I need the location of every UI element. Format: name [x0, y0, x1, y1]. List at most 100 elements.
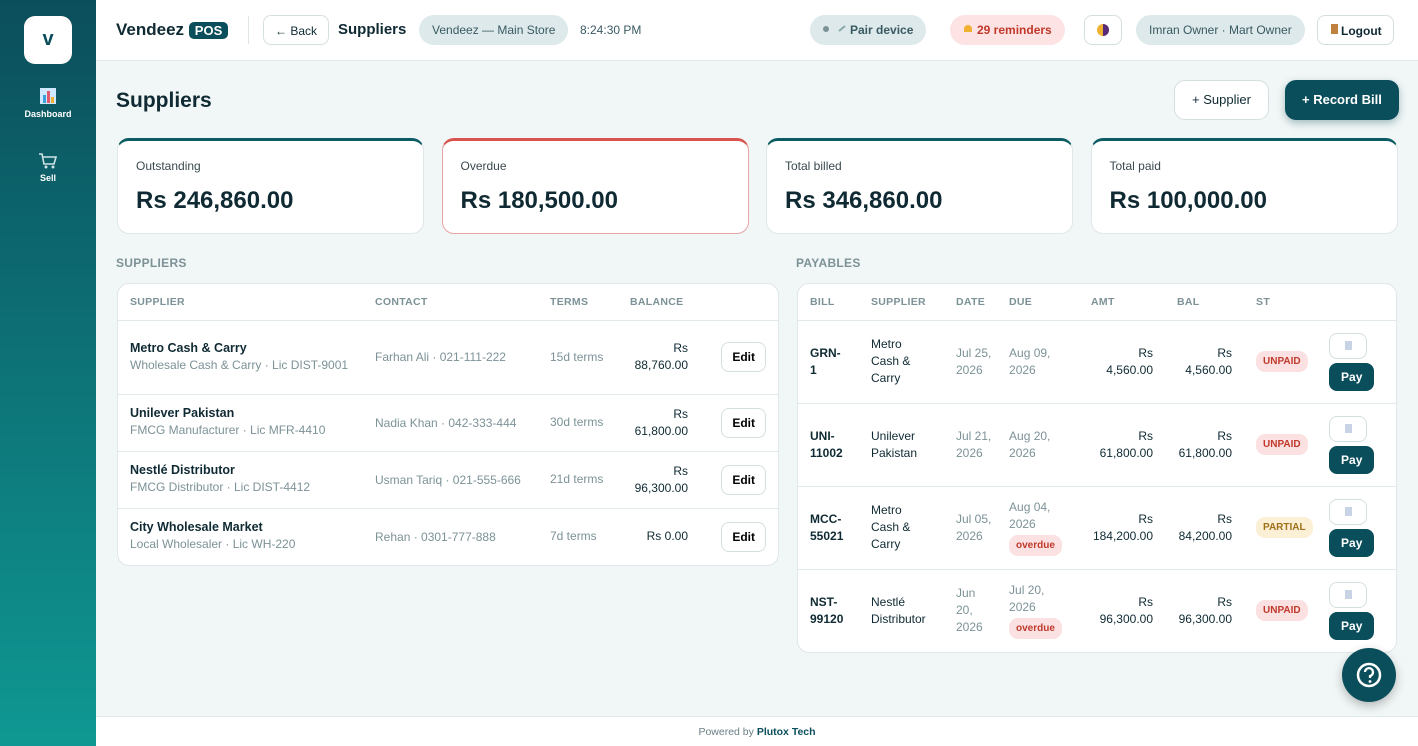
stat-label: Overdue [460, 159, 507, 173]
footer: Powered by Plutox Tech [96, 716, 1418, 746]
logout-label: Logout [1341, 24, 1382, 38]
pay-button[interactable]: Pay [1329, 362, 1375, 391]
contact: Usman Tariq · 021-555-666 [363, 451, 538, 509]
nav-sell[interactable]: Sell [0, 152, 96, 183]
column-header: AMT [1079, 284, 1166, 321]
cell: Edit [700, 394, 778, 452]
balance: Rs 61,800.00 [618, 394, 700, 452]
due: Jul 20, 2026 [1009, 583, 1045, 615]
balance: Rs 88,760.00 [618, 320, 700, 395]
add-supplier-button[interactable]: + Supplier [1174, 80, 1269, 120]
supplier-detail: FMCG Manufacturer · Lic MFR-4410 [130, 423, 326, 437]
edit-button[interactable]: Edit [721, 521, 766, 552]
terms: 15d terms [538, 320, 618, 395]
reminders[interactable]: 29 reminders [950, 15, 1065, 45]
date: Jun 20, 2026 [956, 586, 983, 635]
date: Jul 25, 2026 [944, 320, 998, 404]
supplier-row: Unilever Pakistan FMCG Manufacturer · Lic… [118, 394, 778, 452]
supplier-name: Metro Cash & Carry [130, 340, 247, 355]
stat-card: Total billed Rs 346,860.00 [766, 138, 1073, 234]
cell: Edit [700, 508, 778, 565]
section-heading: PAYABLES [796, 256, 861, 270]
cell: City Wholesale Market Local Wholesaler · … [118, 508, 363, 565]
due: Aug 09, 2026 [1009, 345, 1051, 377]
table: BILL SUPPLIER DATE DUE AMT BAL ST GRN-1 Metro Ca… [798, 284, 1396, 652]
overdue-tag: overdue [1009, 618, 1062, 640]
stat-label: Total paid [1109, 159, 1161, 173]
header-row: SUPPLIER CONTACT TERMS BALANCE [118, 284, 778, 321]
cell: Nestlé Distributor FMCG Distributor · Lic… [118, 451, 363, 509]
stat-card: Total paid Rs 100,000.00 [1090, 138, 1398, 234]
edit-button[interactable]: Edit [721, 464, 766, 495]
back-button[interactable]: ← Back [263, 15, 330, 45]
view-bill-button[interactable] [1329, 498, 1368, 525]
brand-badge: POS [188, 22, 229, 39]
icon [823, 25, 846, 32]
help-button[interactable] [1342, 648, 1396, 702]
edit-button[interactable]: Edit [721, 407, 766, 438]
due-cell: Jul 20, 2026 overdue [997, 569, 1079, 652]
date: Jul 21, 2026 [944, 403, 998, 487]
nav-dashboard[interactable]: Dashboard [0, 86, 96, 119]
payable-row: NST-99120 Nestlé Distributor Jun 20, 2026 J… [798, 569, 1396, 652]
terms: 7d terms [550, 529, 597, 544]
reminders-label: 29 reminders [977, 23, 1052, 37]
icon [1097, 24, 1109, 36]
supplier-detail: Wholesale Cash & Carry · Lic DIST-9001 [130, 357, 349, 372]
bill: UNI-11002 [798, 403, 859, 487]
status: UNPAID [1256, 600, 1308, 622]
actions: Pay [1329, 486, 1396, 570]
balance: Rs 4,560.00 [1165, 320, 1245, 404]
supplier: Unilever Pakistan [859, 403, 944, 487]
pay-button[interactable]: Pay [1329, 611, 1375, 640]
suppliers-table: SUPPLIER CONTACT TERMS BALANCE Metro Cash & … [117, 283, 779, 566]
sidebar: v Dashboard Sell [0, 0, 96, 746]
amount: Rs 184,200.00 [1079, 486, 1166, 570]
status-cell: UNPAID [1244, 403, 1330, 487]
edit-button[interactable]: Edit [721, 342, 766, 372]
pair-device[interactable]: Pair device [810, 15, 927, 45]
column-header: BILL [798, 284, 859, 321]
view-bill-button[interactable] [1329, 332, 1368, 359]
column-header: DUE [997, 284, 1080, 321]
icon [1356, 662, 1382, 688]
view-bill-button[interactable] [1329, 581, 1368, 608]
icon [1345, 340, 1353, 350]
date: Jul 05, 2026 [944, 486, 998, 570]
due: Aug 20, 2026 [1009, 428, 1051, 460]
bill: GRN-1 [798, 320, 859, 404]
view-bill-button[interactable] [1329, 415, 1368, 442]
nav-label: Sell [39, 173, 56, 183]
contact: Rehan · 0301-777-888 [375, 529, 496, 544]
brand-name: Vendeez [116, 20, 185, 39]
stat-card: Outstanding Rs 246,860.00 [117, 138, 424, 234]
status: PARTIAL [1256, 517, 1313, 538]
icon [40, 88, 56, 104]
record-bill-button[interactable]: + Record Bill [1285, 80, 1399, 120]
supplier: Nestlé Distributor [871, 594, 926, 626]
amount: Rs 61,800.00 [1079, 403, 1166, 487]
clock: 8:24:30 PM [580, 23, 642, 37]
header-title: Suppliers [338, 21, 407, 38]
logout-button[interactable]: Logout [1317, 15, 1394, 45]
pay-button[interactable]: Pay [1329, 528, 1375, 557]
pay-button[interactable]: Pay [1329, 445, 1375, 474]
cell: Edit [700, 451, 778, 509]
status-cell: UNPAID [1244, 320, 1330, 404]
payable-row: GRN-1 Metro Cash & Carry Jul 25, 2026 Aug 0… [798, 320, 1396, 404]
due-cell: Aug 09, 2026 [997, 320, 1080, 404]
due-cell: Aug 20, 2026 [997, 403, 1080, 487]
supplier-detail: Local Wholesaler · Lic WH-220 [130, 537, 296, 552]
payable-row: UNI-11002 Unilever Pakistan Jul 21, 2026 Au… [798, 403, 1396, 487]
icon [964, 25, 972, 32]
theme-toggle[interactable] [1084, 15, 1122, 45]
header-row: BILL SUPPLIER DATE DUE AMT BAL ST [798, 284, 1396, 321]
column-header [1329, 284, 1396, 321]
logo[interactable]: v [24, 16, 72, 64]
contact: Nadia Khan · 042-333-444 [363, 394, 538, 452]
amount: Rs 96,300.00 [1099, 594, 1154, 626]
bill: NST-99120 [810, 594, 844, 626]
supplier-name: City Wholesale Market [130, 520, 263, 535]
actions: Pay [1329, 403, 1396, 487]
payables-table: BILL SUPPLIER DATE DUE AMT BAL ST GRN-1 Metro Ca… [797, 283, 1397, 653]
